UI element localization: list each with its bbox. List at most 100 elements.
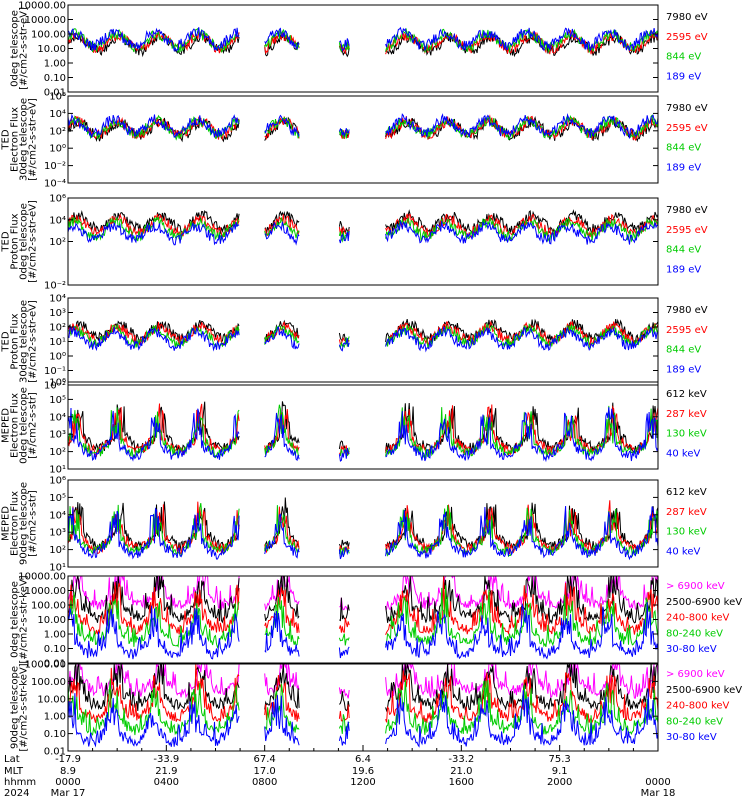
y-tick-label: 10⁻²: [44, 161, 66, 172]
y-tick-label: 10.00: [37, 44, 66, 55]
y-tick-label: 10³: [49, 308, 66, 319]
y-axis-label: TEDProton Flux0deg telescope[#/cm2-s-str…: [1, 200, 39, 283]
legend-entry: 240-800 keV: [666, 613, 730, 624]
x-tick-label: 0000: [55, 777, 80, 788]
series-30-80-kev: [68, 602, 658, 660]
legend-entry: 612 keV: [666, 487, 707, 498]
legend-entry: 30-80 keV: [666, 644, 717, 655]
x-tick-label: 17.0: [254, 766, 276, 777]
legend-entry: 2595 eV: [666, 123, 708, 134]
y-tick-label: 1000.00: [25, 586, 66, 597]
y-tick-label: 0.01: [44, 747, 66, 758]
series-240-800-kev: [68, 576, 658, 636]
panel-6: 10¹ 10² 10³ 10⁴ 10⁵ 10⁶ MEPEDElectron Flux90de…: [1, 476, 707, 574]
x-tick-label: 2000: [547, 777, 572, 788]
legend-entry: 2595 eV: [666, 225, 708, 236]
legend-entry: 30-80 keV: [666, 732, 717, 743]
legend-entry: 287 keV: [666, 409, 707, 420]
x-tick-label: 1600: [449, 777, 474, 788]
y-tick-label: 1000.00: [25, 15, 66, 26]
x-tick-label: 0000: [645, 777, 670, 788]
y-tick-label: 1000.00: [25, 660, 66, 671]
legend-entry: 612 keV: [666, 389, 707, 400]
y-tick-label: 1.00: [44, 712, 66, 723]
legend-entry: 7980 eV: [666, 305, 708, 316]
y-tick-label: 100.00: [31, 30, 66, 41]
legend-entry: 130 keV: [666, 527, 707, 538]
panel-5-traces: [68, 401, 658, 463]
series-189-ev: [68, 113, 658, 139]
y-tick-label: 10⁵: [49, 395, 66, 406]
y-tick-label: 10.00: [37, 694, 66, 705]
y-tick-label: 10⁻¹: [44, 366, 66, 377]
legend-entry: > 6900 keV: [666, 581, 725, 592]
y-tick-label: 100.00: [31, 601, 66, 612]
y-tick-label: 10⁰: [49, 352, 66, 363]
series-189-ev: [68, 26, 658, 53]
series-40-kev: [68, 407, 658, 463]
y-tick-label: 10⁰: [49, 144, 66, 155]
x-tick-label: 9.1: [552, 766, 568, 777]
legend-entry: 189 eV: [666, 364, 701, 375]
legend-entry: 189 eV: [666, 264, 701, 275]
legend-entry: 844 eV: [666, 245, 701, 256]
x-tick-label: -17.9: [55, 754, 81, 765]
series-30-80-kev: [68, 688, 658, 748]
y-axis-label: MEPEDElectron Flux90deg telescope[#/cm2-…: [1, 482, 39, 565]
y-axis-label: 90deg telescope[#/cm2-s-str-keV]: [10, 663, 30, 751]
y-tick-label: 10²: [49, 545, 66, 556]
legend-entry: 7980 eV: [666, 103, 708, 114]
legend-entry: 7980 eV: [666, 205, 708, 216]
x-row-label: Lat: [4, 754, 20, 765]
y-tick-label: 10⁻⁴: [44, 179, 66, 190]
legend-entry: 2500-6900 keV: [666, 685, 742, 696]
series-2500-6900-kev: [68, 664, 658, 713]
y-tick-label: 10⁴: [49, 294, 66, 305]
y-axis-label: 0deg telescope[#/cm2-s-str-keV]: [10, 575, 30, 663]
x-tick-label: 0400: [154, 777, 179, 788]
y-tick-label: 10⁶: [49, 476, 66, 487]
legend-entry: 189 eV: [666, 71, 701, 82]
y-tick-label: 10⁶: [49, 194, 66, 205]
legend-entry: > 6900 keV: [666, 669, 725, 680]
series-287-kev: [68, 500, 658, 554]
panel-3: 10⁻² 10² 10⁴ 10⁶ TEDProton Flux0deg telescop…: [1, 194, 708, 292]
y-tick-label: 10⁴: [49, 412, 66, 423]
x-tick-label: 19.6: [352, 766, 374, 777]
y-tick-label: 10¹: [49, 337, 66, 348]
legend-entry: 2500-6900 keV: [666, 597, 742, 608]
x-tick-label: 8.9: [60, 766, 76, 777]
y-tick-label: 10⁶: [49, 378, 66, 389]
legend-entry: 80-240 keV: [666, 628, 723, 639]
panel-7-traces: [68, 576, 658, 660]
y-tick-label: 10¹: [49, 563, 66, 574]
panel-2-traces: [68, 113, 658, 143]
x-tick-label: -33.9: [153, 754, 179, 765]
y-tick-label: 10³: [49, 528, 66, 539]
legend-entry: 80-240 keV: [666, 716, 723, 727]
x-tick-label: 67.4: [254, 754, 276, 765]
panel-frame: [67, 297, 659, 386]
y-tick-label: 0.01: [44, 659, 66, 670]
panel-frame: [67, 4, 659, 93]
legend-entry: 40 keV: [666, 448, 700, 459]
x-row-label: MLT: [4, 766, 24, 777]
panel-frame: [67, 95, 659, 184]
y-tick-label: 10²: [49, 447, 66, 458]
y-tick-label: 0.01: [44, 88, 66, 99]
legend-entry: 287 keV: [666, 507, 707, 518]
y-tick-label: 10.00: [37, 615, 66, 626]
x-row-label: hhmm: [4, 777, 36, 788]
y-tick-label: 10000.00: [18, 572, 66, 583]
series-844-ev: [68, 114, 658, 141]
panel-1-traces: [68, 26, 658, 58]
x-tick-label: 21.0: [450, 766, 472, 777]
panel-4-traces: [68, 318, 658, 353]
panel-frame: [67, 381, 659, 470]
y-axis-label: TEDProton Flux30deg telescope[#/cm2-s-st…: [1, 300, 39, 383]
series-189-ev: [68, 325, 658, 353]
panel-4: 10⁻² 10⁻¹ 10⁰ 10¹ 10² 10³ 10⁴ TEDProton Flux30d…: [1, 294, 708, 392]
y-tick-label: 10²: [49, 126, 66, 137]
y-tick-label: 10⁻²: [44, 381, 66, 392]
